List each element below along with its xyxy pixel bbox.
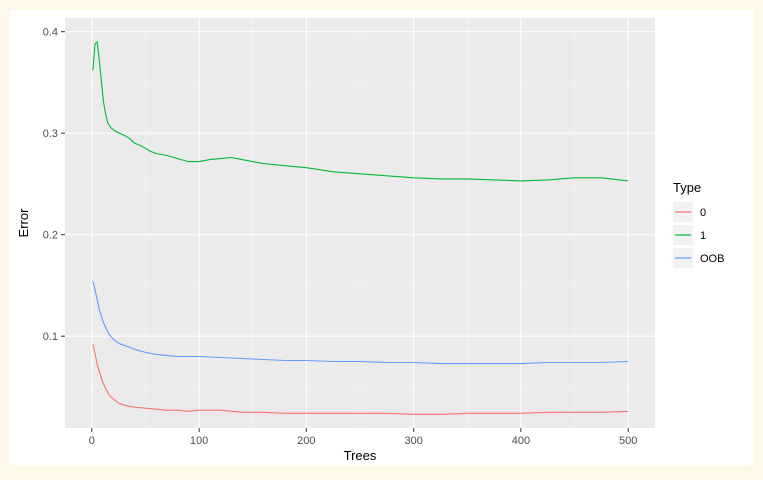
y-tick-label: 0.4 — [43, 27, 58, 39]
y-tick-label: 0.2 — [43, 230, 58, 242]
x-tick-label: 200 — [297, 435, 315, 447]
legend-title: Type — [673, 180, 701, 195]
x-axis-title: Trees — [344, 448, 377, 463]
chart-figure: 0 100 200 300 400 500 0.1 0.2 0.3 0.4 Trees Error… — [10, 10, 753, 465]
legend: Type 0 1 OOB — [673, 180, 724, 268]
x-tick-label: 300 — [404, 435, 422, 447]
y-tick-label: 0.1 — [43, 331, 58, 343]
series-line-oob — [92, 281, 629, 365]
series-line-1 — [92, 41, 629, 182]
axes: 0 100 200 300 400 500 0.1 0.2 0.3 0.4 — [43, 27, 638, 447]
y-axis-title: Error — [16, 208, 31, 238]
line-chart: 0 100 200 300 400 500 0.1 0.2 0.3 0.4 Trees Error… — [16, 18, 724, 463]
x-tick-label: 0 — [89, 435, 95, 447]
y-tick-label: 0.3 — [43, 128, 58, 140]
x-tick-label: 500 — [619, 435, 637, 447]
series-lines — [92, 41, 629, 415]
legend-label-1: 1 — [700, 230, 706, 242]
series-line-0 — [92, 344, 629, 415]
grid-lines — [65, 18, 655, 428]
legend-label-oob: OOB — [700, 253, 724, 265]
legend-label-0: 0 — [700, 207, 706, 219]
x-tick-label: 100 — [190, 435, 208, 447]
x-tick-label: 400 — [512, 435, 530, 447]
